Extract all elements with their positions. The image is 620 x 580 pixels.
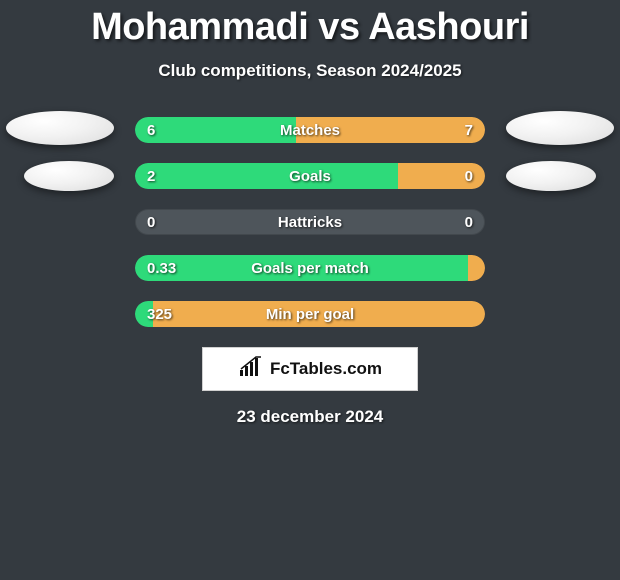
stat-row-min-per-goal: 325Min per goal — [135, 301, 485, 327]
stat-label: Goals — [135, 163, 485, 189]
comparison-arena: 67Matches 20Goals 00Hattricks 0.33Goals per… — [0, 117, 620, 327]
left-player-avatar-1 — [6, 111, 114, 145]
date-label: 23 december 2024 — [0, 407, 620, 427]
brand-text: FcTables.com — [270, 359, 382, 379]
stat-row-hattricks: 00Hattricks — [135, 209, 485, 235]
page-title: Mohammadi vs Aashouri — [0, 0, 620, 49]
stat-label: Goals per match — [135, 255, 485, 281]
left-player-avatar-2 — [24, 161, 114, 191]
subtitle: Club competitions, Season 2024/2025 — [0, 61, 620, 81]
stat-bars: 67Matches 20Goals 00Hattricks 0.33Goals per… — [135, 117, 485, 327]
chart-icon — [238, 356, 264, 383]
right-player-avatar-2 — [506, 161, 596, 191]
stat-label: Hattricks — [135, 209, 485, 235]
stat-row-matches: 67Matches — [135, 117, 485, 143]
stat-row-goals: 20Goals — [135, 163, 485, 189]
right-player-avatar-1 — [506, 111, 614, 145]
stat-row-goals-per-match: 0.33Goals per match — [135, 255, 485, 281]
stat-label: Matches — [135, 117, 485, 143]
brand-badge[interactable]: FcTables.com — [202, 347, 418, 391]
stat-label: Min per goal — [135, 301, 485, 327]
